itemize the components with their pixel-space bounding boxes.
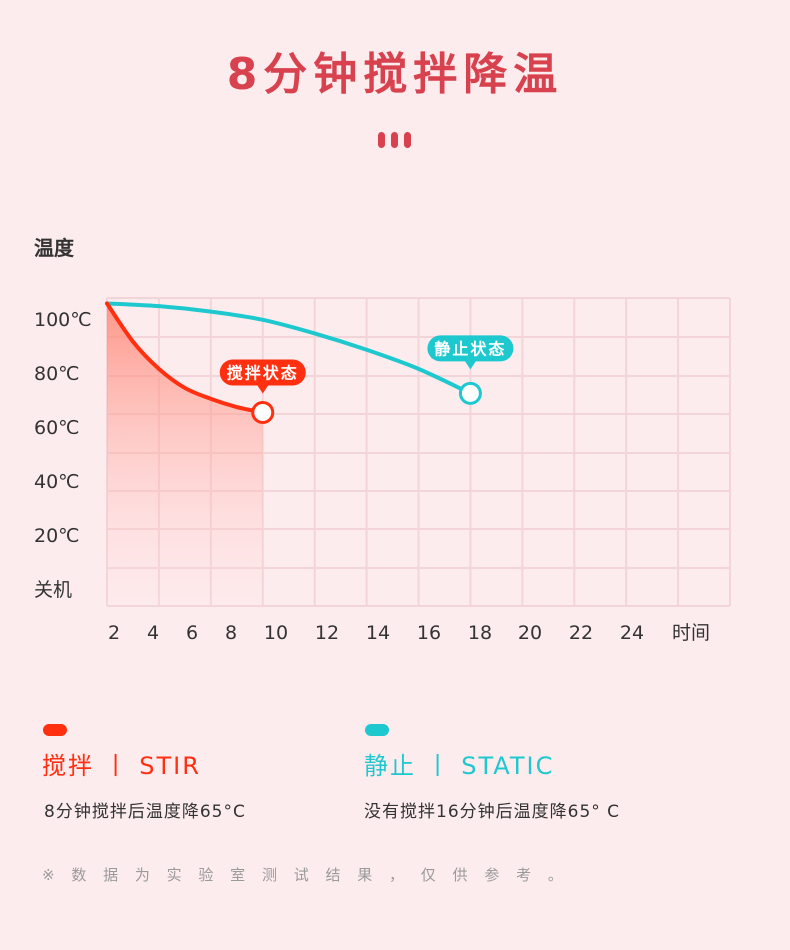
y-tick-label: 60℃: [34, 417, 80, 439]
x-tick-label: 10: [264, 622, 288, 644]
static-legend-desc: 没有搅拌16分钟后温度降65° C: [364, 802, 621, 822]
stir-area-fill: [107, 303, 263, 606]
static-end-point: [458, 381, 482, 405]
y-tick-label: 80℃: [34, 363, 80, 385]
footnote: ※ 数 据 为 实 验 室 测 试 结 果 ， 仅 供 参 考 。: [42, 866, 569, 884]
stir-callout-bubble: [219, 359, 306, 386]
y-tick-label: 关机: [34, 579, 72, 601]
x-tick-label: 8: [225, 622, 237, 644]
y-axis-label: 温度: [34, 236, 74, 260]
x-tick-label: 20: [518, 622, 542, 644]
static-legend-swatch: [365, 724, 389, 736]
x-tick-label: 18: [468, 622, 492, 644]
stir-callout-pointer: [256, 384, 269, 394]
stir-end-point: [251, 400, 275, 424]
x-tick-label: 24: [620, 622, 644, 644]
x-tick-label: 2: [108, 622, 120, 644]
y-tick-label: 100℃: [34, 309, 92, 331]
stir-legend-swatch: [43, 724, 67, 736]
stir-callout-label: 搅拌状态: [227, 363, 299, 382]
x-axis-label: 时间: [672, 622, 710, 644]
x-tick-label: 6: [186, 622, 198, 644]
x-tick-label: 14: [366, 622, 390, 644]
x-tick-label: 22: [569, 622, 593, 644]
stir-series-line: [105, 301, 265, 415]
x-tick-label: 4: [147, 622, 159, 644]
static-callout-bubble: [427, 335, 514, 362]
x-tick-label: 12: [315, 622, 339, 644]
title-decoration: [378, 132, 414, 148]
static-callout-pointer: [464, 360, 477, 370]
x-tick-label: 16: [417, 622, 441, 644]
y-tick-label: 20℃: [34, 525, 80, 547]
page-title: 8分钟搅拌降温: [226, 49, 564, 100]
static-series-line: [105, 301, 473, 396]
static-legend-title: 静止 丨 STATIC: [364, 752, 555, 780]
static-callout-label: 静止状态: [434, 339, 506, 358]
y-tick-label: 40℃: [34, 471, 80, 493]
stir-legend-title: 搅拌 丨 STIR: [42, 752, 201, 780]
stir-legend-desc: 8分钟搅拌后温度降65°C: [44, 802, 246, 822]
